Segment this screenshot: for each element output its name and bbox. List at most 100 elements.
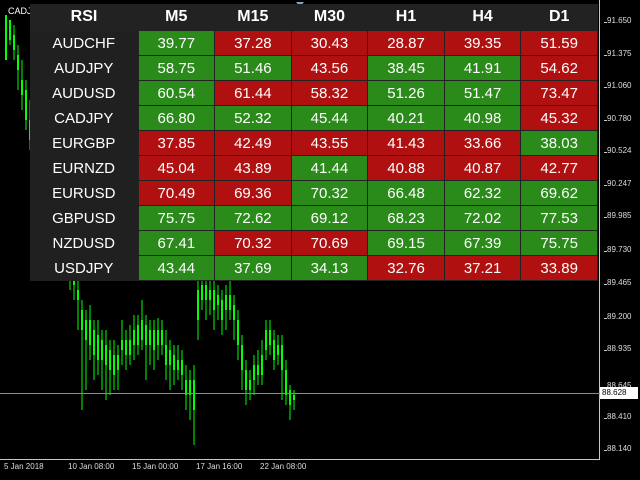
table-row: AUDJPY 58.75 51.46 43.56 38.45 41.91 54.62 — [30, 55, 598, 81]
price-tick-label: 89.200 — [603, 312, 632, 321]
rsi-value-cell: 43.56 — [290, 55, 369, 81]
rsi-value-cell: 60.54 — [137, 80, 216, 106]
candle-body — [141, 320, 143, 340]
rsi-value-cell: 52.32 — [214, 105, 292, 131]
rsi-value-cell: 43.55 — [290, 130, 369, 156]
table-row: EURGBP 37.85 42.49 43.55 41.43 33.66 38.03 — [30, 130, 598, 156]
rsi-value-cell: 43.44 — [137, 255, 216, 281]
timeframe-header: H1 — [367, 4, 445, 31]
rsi-value-cell: 66.48 — [367, 180, 445, 206]
rsi-value-cell: 40.88 — [367, 155, 445, 181]
candle-body — [145, 325, 147, 345]
rsi-value-cell: 45.32 — [520, 105, 598, 131]
table-header-row: RSI M5 M15 M30 H1 H4 D1 — [30, 4, 598, 31]
rsi-value-cell: 42.77 — [520, 155, 598, 181]
candle-body — [97, 335, 99, 360]
time-axis[interactable]: 5 Jan 2018 10 Jan 08:00 15 Jan 00:00 17 Jan… — [0, 461, 600, 480]
candle-body — [109, 350, 111, 370]
rsi-value-cell: 70.32 — [290, 180, 369, 206]
candle-body — [273, 340, 275, 360]
candle-body — [293, 395, 295, 400]
currency-pair-label: AUDUSD — [30, 80, 138, 106]
rsi-value-cell: 45.04 — [137, 155, 216, 181]
candle-body — [245, 370, 247, 390]
candle-body — [229, 295, 231, 310]
rsi-value-cell: 51.47 — [443, 80, 522, 106]
candle-body — [89, 320, 91, 345]
rsi-value-cell: 72.02 — [443, 205, 522, 231]
candle-body — [213, 290, 215, 310]
time-tick-label: 5 Jan 2018 — [4, 462, 44, 471]
rsi-value-cell: 30.43 — [290, 30, 369, 56]
rsi-value-cell: 37.28 — [214, 30, 292, 56]
candle-body — [189, 380, 191, 395]
rsi-value-cell: 73.47 — [520, 80, 598, 106]
candle-body — [77, 290, 79, 300]
rsi-value-cell: 40.87 — [443, 155, 522, 181]
candle-body — [221, 300, 223, 320]
rsi-value-cell: 45.44 — [290, 105, 369, 131]
rsi-value-cell: 51.26 — [367, 80, 445, 106]
candle-body — [21, 80, 23, 95]
candle-body — [153, 330, 155, 350]
rsi-value-cell: 61.44 — [214, 80, 292, 106]
currency-pair-label: EURNZD — [30, 155, 138, 181]
rsi-value-cell: 54.62 — [520, 55, 598, 81]
timeframe-header: M15 — [214, 4, 292, 31]
rsi-value-cell: 51.46 — [214, 55, 292, 81]
currency-pair-label: AUDCHF — [30, 30, 138, 56]
rsi-value-cell: 69.62 — [520, 180, 598, 206]
rsi-value-cell: 33.89 — [520, 255, 598, 281]
candle-body — [177, 360, 179, 370]
candle-body — [93, 330, 95, 355]
price-axis[interactable]: 91.650 91.375 91.060 90.780 90.524 90.247 89.9… — [601, 0, 640, 460]
time-tick-label: 10 Jan 08:00 — [68, 462, 115, 471]
candle-body — [265, 330, 267, 350]
price-tick-label: 88.935 — [603, 344, 632, 353]
rsi-value-cell: 75.75 — [137, 205, 216, 231]
rsi-value-cell: 37.85 — [137, 130, 216, 156]
candle-body — [113, 355, 115, 375]
table-row: GBPUSD 75.75 72.62 69.12 68.23 72.02 77.53 — [30, 205, 598, 231]
candle-body — [17, 55, 19, 70]
rsi-value-cell: 39.77 — [137, 30, 216, 56]
rsi-value-cell: 69.15 — [367, 230, 445, 256]
candle-body — [13, 35, 15, 50]
time-tick-label: 22 Jan 08:00 — [260, 462, 307, 471]
price-tick-label: 90.247 — [603, 179, 632, 188]
candle-body — [193, 380, 195, 410]
rsi-value-cell: 70.32 — [214, 230, 292, 256]
price-tick-label: 89.985 — [603, 211, 632, 220]
rsi-value-cell: 38.03 — [520, 130, 598, 156]
rsi-value-cell: 33.66 — [443, 130, 522, 156]
time-tick-label: 15 Jan 00:00 — [132, 462, 179, 471]
rsi-value-cell: 75.75 — [520, 230, 598, 256]
currency-pair-label: EURGBP — [30, 130, 138, 156]
candle-body — [161, 330, 163, 345]
table-row: AUDCHF 39.77 37.28 30.43 28.87 39.35 51.59 — [30, 30, 598, 56]
rsi-value-cell: 62.32 — [443, 180, 522, 206]
candle-body — [101, 340, 103, 360]
rsi-value-cell: 67.41 — [137, 230, 216, 256]
currency-pair-label: USDJPY — [30, 255, 138, 281]
candle-body — [165, 345, 167, 365]
currency-pair-label: GBPUSD — [30, 205, 138, 231]
chart-area[interactable]: CADJPY,H4 RSI M5 M15 M30 H1 H4 D1 AUDCHF… — [0, 0, 600, 460]
candle-body — [217, 295, 219, 305]
candle-body — [169, 350, 171, 365]
rsi-value-cell: 67.39 — [443, 230, 522, 256]
candle-body — [81, 310, 83, 330]
rsi-value-cell: 38.45 — [367, 55, 445, 81]
candle-body — [129, 340, 131, 355]
rsi-value-cell: 40.98 — [443, 105, 522, 131]
candle-body — [289, 390, 291, 405]
table-row: USDJPY 43.44 37.69 34.13 32.76 37.21 33.89 — [30, 255, 598, 281]
price-tick-label: 88.140 — [603, 444, 632, 453]
rsi-value-cell: 43.89 — [214, 155, 292, 181]
price-tick-label: 89.730 — [603, 245, 632, 254]
rsi-value-cell: 37.69 — [214, 255, 292, 281]
rsi-value-cell: 69.12 — [290, 205, 369, 231]
rsi-value-cell: 28.87 — [367, 30, 445, 56]
candle-body — [225, 295, 227, 310]
rsi-value-cell: 41.91 — [443, 55, 522, 81]
